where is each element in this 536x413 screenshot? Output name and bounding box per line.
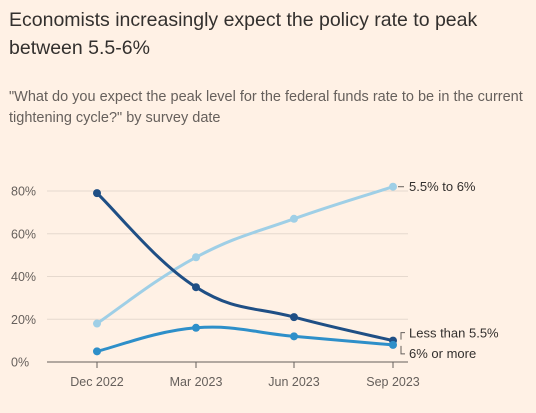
- x-axis-ticks: Dec 2022 Mar 2023 Jun 2023 Sep 2023: [70, 362, 420, 389]
- series-6-or-more-point: [192, 323, 200, 332]
- series-lines: [95, 185, 395, 353]
- chart-subtitle: "What do you expect the peak level for t…: [9, 89, 523, 126]
- series-less-than-5-5-point: [290, 313, 298, 322]
- series-6-or-more-line: [95, 325, 395, 353]
- x-tick-label: Dec 2022: [70, 375, 124, 389]
- series-less-than-5-5-line: [95, 191, 395, 343]
- series-5-5-to-6-point: [192, 253, 200, 262]
- y-tick-label: 80%: [11, 185, 36, 199]
- series-5-5-to-6-line: [95, 185, 395, 326]
- y-tick-label: 60%: [11, 227, 36, 241]
- y-tick-label: 0%: [11, 356, 29, 370]
- label-leader: [400, 332, 405, 340]
- x-tick-label: Sep 2023: [366, 375, 420, 389]
- y-tick-label: 40%: [11, 270, 36, 284]
- series-6-or-more-point: [93, 347, 101, 356]
- y-tick-label: 20%: [11, 313, 36, 327]
- series-6-or-more-point: [290, 332, 298, 341]
- chart-title: Economists increasingly expect the polic…: [9, 9, 478, 59]
- series-label-5-5-to-6: 5.5% to 6%: [409, 179, 476, 194]
- gridlines: [47, 190, 408, 363]
- y-axis-ticks: 0% 20% 40% 60% 80%: [11, 185, 36, 370]
- series-less-than-5-5-point: [192, 283, 200, 292]
- series-5-5-to-6-point: [290, 214, 298, 223]
- series-5-5-to-6-point: [93, 319, 101, 328]
- series-labels: 5.5% to 6% Less than 5.5% 6% or more: [398, 179, 499, 361]
- series-less-than-5-5-point: [93, 189, 101, 198]
- series-6-or-more-point: [389, 340, 397, 349]
- series-5-5-to-6-point: [389, 182, 397, 191]
- series-label-6-or-more: 6% or more: [409, 346, 476, 361]
- series-points: [93, 182, 397, 356]
- series-label-less-than-5-5: Less than 5.5%: [409, 326, 499, 341]
- x-tick-label: Jun 2023: [268, 375, 319, 389]
- x-tick-label: Mar 2023: [170, 375, 223, 389]
- label-leader: [400, 345, 405, 355]
